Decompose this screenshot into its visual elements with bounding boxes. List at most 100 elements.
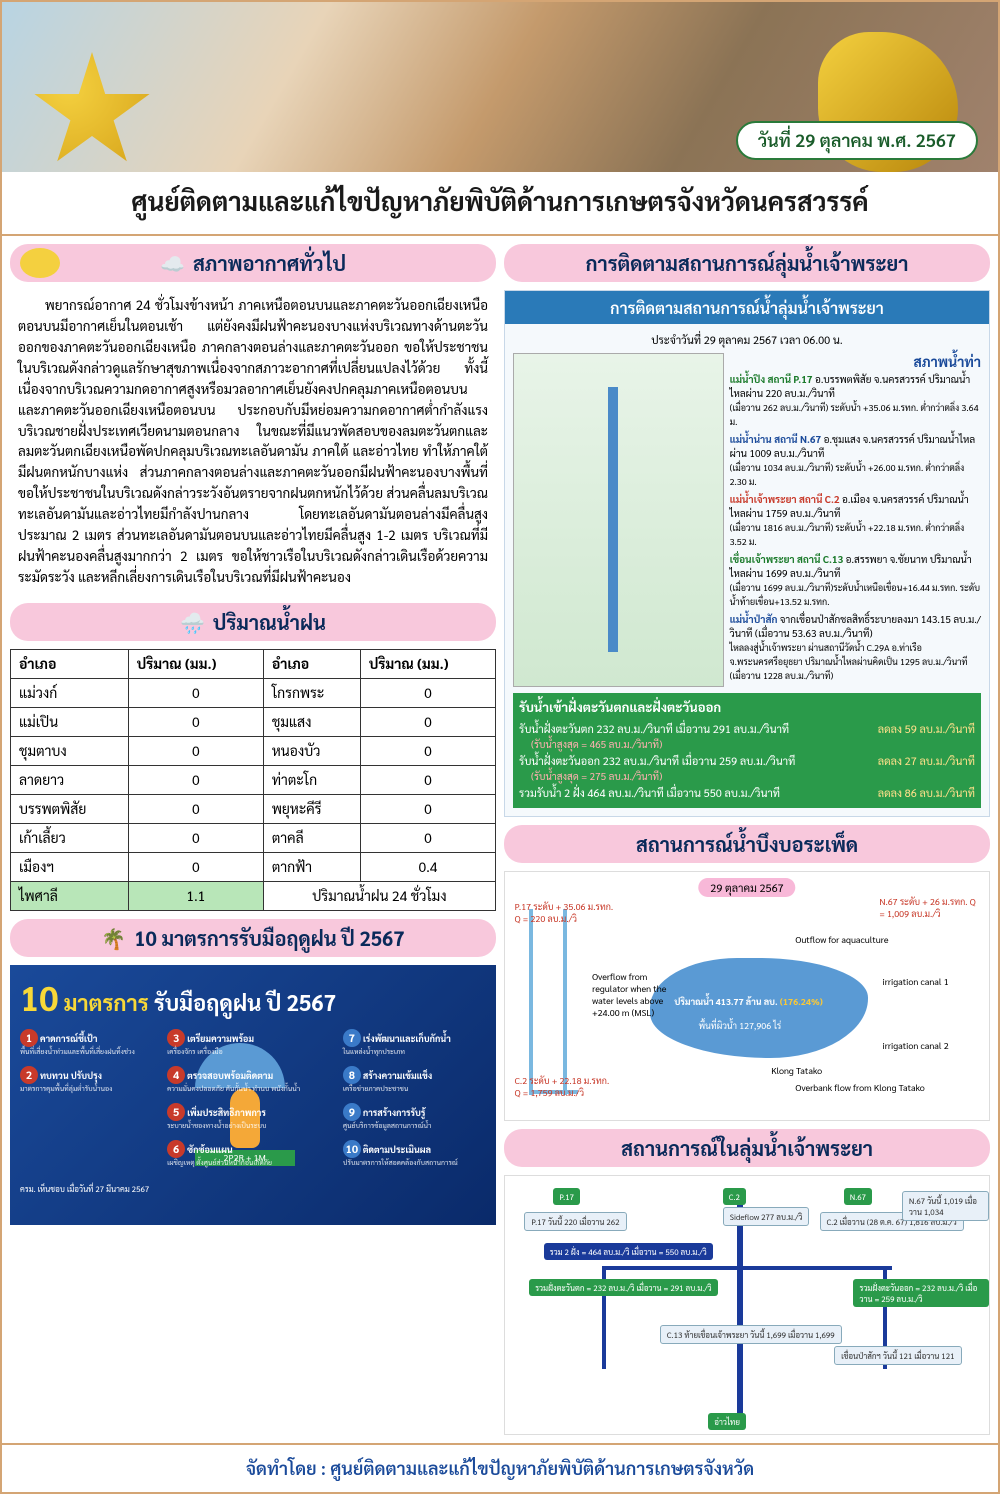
table-cell: 0 [361,823,496,852]
cp-title: การติดตามสถานการณ์น้ำลุ่มน้ำเจ้าพระยา [505,291,989,324]
left-column: ☁️ สภาพอากาศทั่วไป พยากรณ์อากาศ 24 ชั่วโ… [10,244,496,1435]
table-cell: 0 [361,794,496,823]
measures-col: 1 คาดการณ์ชี้เป้าพื้นที่เสี่ยงน้ำท่วมและ… [20,1029,163,1177]
table-cell: โกรกพระ [263,678,360,707]
bb-klong: Klong Tatako [771,1065,822,1077]
table-cell: 0 [128,823,263,852]
table-cell: ลาดยาว [11,765,129,794]
measure-item: 4 ตรวจสอบพร้อมติดตามความมั่นคงปลอดภัย คั… [167,1066,339,1093]
bb-outflow: Outflow for aquaculture [795,934,888,946]
table-row: ชุมตาบง0หนองบัว0 [11,736,496,765]
basin-node: C.2 [723,1188,746,1205]
measures-col: 3 เตรียมความพร้อมเครื่องจักร เครื่องมือ 4… [167,1029,339,1177]
section-measures-header: 🌴 10 มาตรการรับมือฤดูฝน ปี 2567 [10,919,496,957]
intake-box: รับน้ำเข้าฝั่งตะวันตกและฝั่งตะวันออก รับ… [513,693,981,808]
weather-icon: ☁️ [160,250,185,276]
table-row: เก้าเลี้ยว0ตาคลี0 [11,823,496,852]
table-cell: พยุหะคีรี [263,794,360,823]
basin-node: C.13 ท้ายเขื่อนเจ้าพระยา วันนี้ 1,699 เม… [660,1325,842,1344]
table-cell: ปริมาณน้ำฝน 24 ชั่วโมง [263,881,495,910]
table-cell: ท่าตะโก [263,765,360,794]
measure-item: 3 เตรียมความพร้อมเครื่องจักร เครื่องมือ [167,1029,339,1056]
table-cell: ตาคลี [263,823,360,852]
main-title: ศูนย์ติดตามและแก้ไขปัญหาภัยพิบัติด้านการ… [2,172,998,236]
measure-item: 5 เพิ่มประสิทธิภาพการระบายน้ำของทางน้ำอย… [167,1103,339,1130]
table-cell: 0.4 [361,852,496,881]
section-bb-header: สถานการณ์น้ำบึงบอระเพ็ด [504,825,990,863]
table-header: อำเภอ [11,649,129,678]
table-cell: 1.1 [128,881,263,910]
bb-lake [650,958,868,1057]
basin-node: P.17 [553,1188,580,1205]
basin-node: N.67 [844,1188,872,1205]
measures-b: รับมือฤดูฝน ปี 2567 [154,989,336,1017]
measure-item: 7 เร่งพัฒนาและเก็บกักน้ำในแหล่งน้ำทุกประ… [343,1029,486,1056]
bb-overflow: Overflow from regulator when the water l… [592,971,672,1019]
measure-item: 6 ซักซ้อมแผนเผชิญเหตุ ตั้งศูนย์ส่วนหน้าก… [167,1140,339,1167]
bb-overbank: Overbank flow from Klong Tatako [795,1082,924,1094]
measures-panel: 10 มาตรการ รับมือฤดูฝน ปี 2567 2P2R + 1M… [10,965,496,1225]
intake-row: รับน้ำฝั่งตะวันออก 232 ลบ.ม./วินาที เมื่… [519,751,975,770]
measure-item: 10 ติดตามประเมินผลปรับมาตรการให้สอดคล้อง… [343,1140,486,1167]
table-cell: แม่วงก์ [11,678,129,707]
basin-node: Sideflow 277 ลบ.ม./วิ [723,1207,810,1226]
measure-item: 9 การสร้างการรับรู้ศูนย์บริการข้อมูลสถาน… [343,1103,486,1130]
measure-item: 1 คาดการณ์ชี้เป้าพื้นที่เสี่ยงน้ำท่วมและ… [20,1029,163,1056]
table-cell: 0 [361,765,496,794]
table-cell: 0 [361,678,496,707]
section-weather-header: ☁️ สภาพอากาศทั่วไป [10,244,496,282]
table-header: ปริมาณ (มม.) [361,649,496,678]
intake-sub: (รับน้ำสูงสุด = 465 ลบ.ม./วินาที) [531,738,975,751]
cp-diagram [513,353,724,687]
bb-vol: ปริมาณน้ำ 413.77 ล้าน ลบ. (176.24%) [674,996,822,1008]
section-cp-basin-header: สถานการณ์ในลุ่มน้ำเจ้าพระยา [504,1129,990,1167]
bb-area: พื้นที่ผิวน้ำ 127,906 ไร่ [699,1020,782,1032]
table-row: เมืองฯ0ตากฟ้า0.4 [11,852,496,881]
table-row: แม่วงก์0โกรกพระ0 [11,678,496,707]
table-cell: เก้าเลี้ยว [11,823,129,852]
table-cell: 0 [128,852,263,881]
bb-n67: N.67 ระดับ + 26 ม.รทก. Q = 1,009 ลบ.ม./ว… [879,896,979,920]
measure-item: 2 ทบทวน ปรับปรุงมาตรการคุมพื้นที่ลุ่มต่ำ… [20,1066,163,1093]
table-cell: 0 [128,765,263,794]
basin-node: อ่าวไทย [708,1413,746,1430]
bb-p17: P.17 ระดับ + 35.06 ม.รทก. Q = 220 ลบ.ม./… [515,901,615,925]
cp-station: แม่น้ำน่าน สถานี N.67 อ.ชุมแสง จ.นครสวรร… [730,433,981,489]
table-cell: ไพศาลี [11,881,129,910]
basin-node: รวมฝั่งตะวันออก = 232 ลบ.ม./วิ เมื่อวาน … [853,1279,989,1307]
table-cell: แม่เปิน [11,707,129,736]
basin-main-line [737,1196,743,1415]
table-header: อำเภอ [263,649,360,678]
section-rainfall-header: 🌧️ ปริมาณน้ำฝน [10,603,496,641]
ping-river [529,909,533,1095]
cp-subtitle: ประจำวันที่ 29 ตุลาคม 2567 เวลา 06.00 น. [513,332,981,347]
rain-icon: 🌧️ [180,609,205,635]
measure-item: 8 สร้างความเข้มแข็งเครือข่ายภาคประชาชน [343,1066,486,1093]
weather-text: พยากรณ์อากาศ 24 ชั่วโมงข้างหน้า ภาคเหนือ… [10,290,496,595]
section-label: สภาพอากาศทั่วไป [193,250,346,276]
intake-row: รับน้ำฝั่งตะวันตก 232 ลบ.ม./วินาที เมื่อ… [519,719,975,738]
intake-row: รวมรับน้ำ 2 ฝั่ง 464 ลบ.ม./วินาที เมื่อว… [519,783,975,802]
date-badge: วันที่ 29 ตุลาคม พ.ศ. 2567 [736,121,978,160]
table-cell: ชุมแสง [263,707,360,736]
table-row: บรรพตพิสัย0พยุหะคีรี0 [11,794,496,823]
table-cell: 0 [128,707,263,736]
basin-node: เขื่อนป่าสักฯ วันนี้ 121 เมื่อวาน 121 [834,1346,961,1365]
section-label: ปริมาณน้ำฝน [213,609,326,635]
cp-station: แม่น้ำปิง สถานี P.17 อ.บรรพตพิสัย จ.นครส… [730,373,981,429]
section-label: 10 มาตรการรับมือฤดูฝน ปี 2567 [134,925,404,951]
intake-title: รับน้ำเข้าฝั่งตะวันตกและฝั่งตะวันออก [519,699,975,716]
measures-title: 10 มาตรการ รับมือฤดูฝน ปี 2567 [20,975,486,1019]
nan-river [563,909,567,1095]
page-root: วันที่ 29 ตุลาคม พ.ศ. 2567 ศูนย์ติดตามแล… [0,0,1000,1494]
cp-station: แม่น้ำป่าสัก จากเขื่อนป่าสักชลสิทธิ์ระบา… [730,613,981,683]
bb-c2: C.2 ระดับ + 22.18 ม.รทก. Q = 1,759 ลบ.ม.… [515,1075,615,1099]
hero-banner: วันที่ 29 ตุลาคม พ.ศ. 2567 [2,2,998,172]
intake-sub: (รับน้ำสูงสุด = 275 ลบ.ม./วินาที) [531,770,975,783]
basin-node: รวม 2 ฝั่ง = 464 ลบ.ม./วิ เมื่อวาน = 550… [544,1243,713,1260]
section-label: สถานการณ์น้ำบึงบอระเพ็ด [636,831,858,857]
basin-node: รวมฝั่งตะวันตก = 232 ลบ.ม./วิ เมื่อวาน =… [529,1279,717,1296]
rainfall-table: อำเภอปริมาณ (มม.)อำเภอปริมาณ (มม.) แม่วง… [10,649,496,911]
cp-text: สภาพน้ำท่า แม่น้ำปิง สถานี P.17 อ.บรรพตพ… [730,353,981,687]
table-cell: หนองบัว [263,736,360,765]
